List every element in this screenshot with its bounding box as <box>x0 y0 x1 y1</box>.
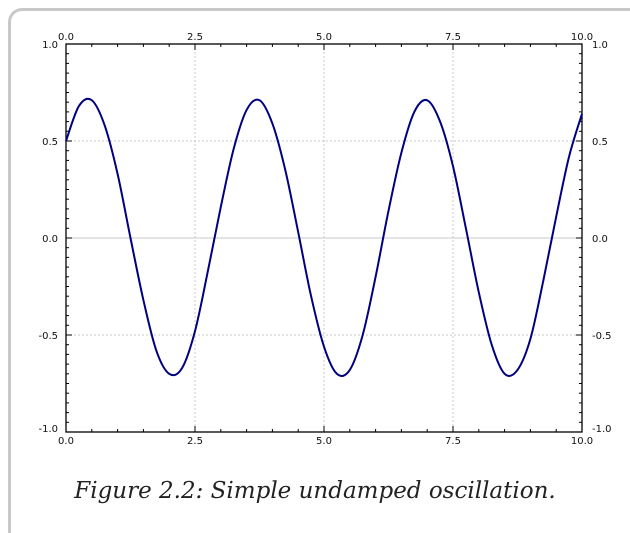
y-tick-label-right: -0.5 <box>592 331 612 342</box>
y-tick-label-left: -0.5 <box>38 331 58 342</box>
figure-caption: Figure 2.2: Simple undamped oscillation. <box>74 478 556 504</box>
x-tick-label-bottom: 0.0 <box>58 436 74 447</box>
x-tick-label-top: 7.5 <box>445 32 461 43</box>
figure-frame <box>8 8 630 533</box>
tick-marks <box>65 43 583 433</box>
x-tick-label-bottom: 5.0 <box>316 436 332 447</box>
tick-labels: 0.00.02.52.55.05.07.57.510.010.0-1.0 -1.0… <box>38 32 611 447</box>
y-tick-label-left: 0.5 <box>42 137 58 148</box>
y-tick-label-right: 0.5 <box>592 137 608 148</box>
x-tick-label-top: 2.5 <box>187 32 203 43</box>
x-tick-label-bottom: 10.0 <box>571 436 593 447</box>
y-tick-label-right: 1.0 <box>592 40 608 51</box>
series-layer <box>65 97 583 377</box>
x-tick-label-top: 10.0 <box>571 32 593 43</box>
x-tick-label-bottom: 2.5 <box>187 436 203 447</box>
y-tick-label-left: -1.0 <box>38 424 58 435</box>
x-tick-label-top: 5.0 <box>316 32 332 43</box>
chart: 0.00.02.52.55.05.07.57.510.010.0-1.0 -1.0… <box>38 32 611 447</box>
y-tick-label-right: 0.0 <box>592 234 608 245</box>
y-tick-label-left: 1.0 <box>42 40 58 51</box>
y-tick-label-right: -1.0 <box>592 424 612 435</box>
x-tick-label-top: 0.0 <box>58 32 74 43</box>
series-line <box>65 97 583 377</box>
x-tick-label-bottom: 7.5 <box>445 436 461 447</box>
y-tick-label-left: 0.0 <box>42 234 58 245</box>
